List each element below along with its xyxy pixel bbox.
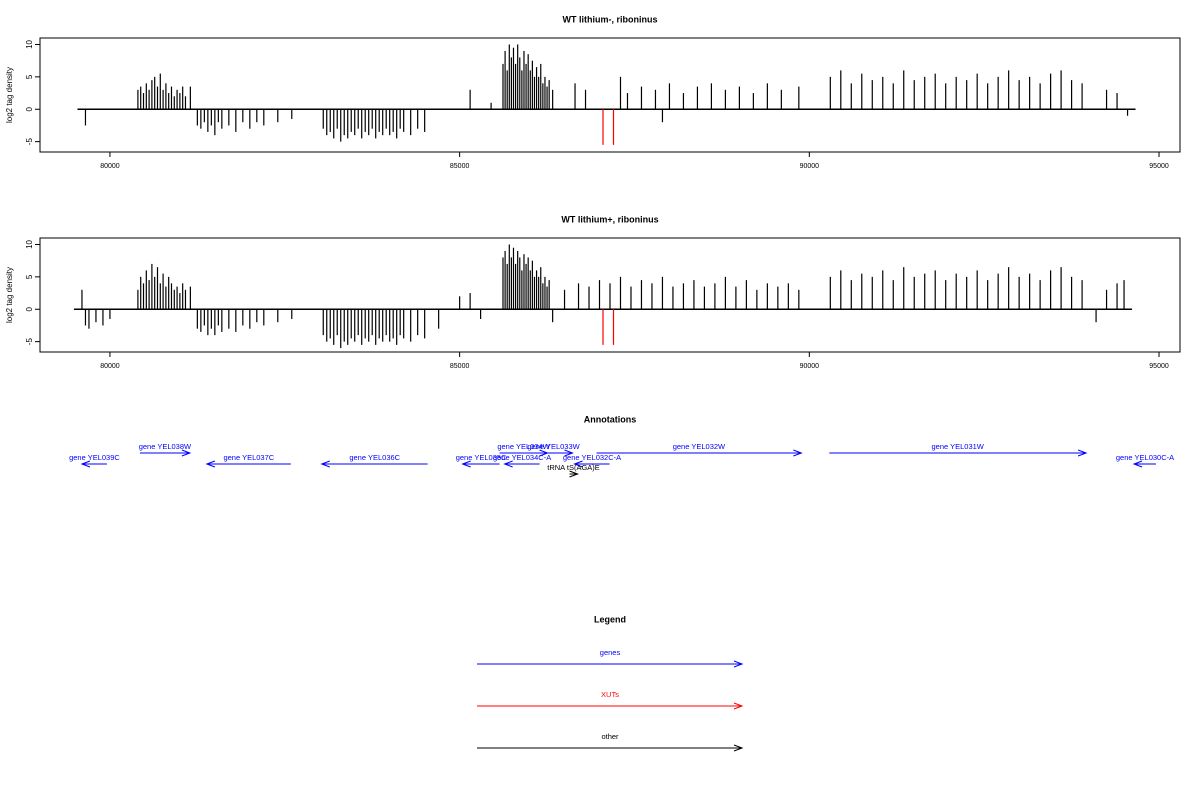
annotation-label: gene YEL037C bbox=[223, 453, 274, 462]
annotation-label: gene YEL033W bbox=[527, 442, 580, 451]
y-axis-label: log2 tag density bbox=[5, 267, 14, 323]
x-tick-label: 85000 bbox=[450, 363, 470, 370]
annotation-label: gene YEL038W bbox=[139, 442, 192, 451]
x-tick-label: 90000 bbox=[800, 363, 820, 370]
y-tick-label: 5 bbox=[25, 274, 34, 279]
y-tick-label: 10 bbox=[25, 239, 34, 248]
legend-label: genes bbox=[600, 648, 621, 657]
x-tick-label: 85000 bbox=[450, 163, 470, 170]
annotation-label: gene YEL034W bbox=[497, 442, 550, 451]
arrow-head bbox=[1132, 460, 1143, 468]
arrow-head bbox=[205, 460, 216, 468]
annotation-label: gene YEL035C bbox=[456, 453, 507, 462]
annotation-label: gene YEL034C-A bbox=[493, 453, 551, 462]
legend-label: XUTs bbox=[601, 690, 619, 699]
x-tick-label: 95000 bbox=[1149, 363, 1169, 370]
y-tick-label: 0 bbox=[25, 106, 34, 111]
x-tick-label: 95000 bbox=[1149, 163, 1169, 170]
arrow-head bbox=[503, 460, 513, 468]
y-tick-label: 5 bbox=[25, 74, 34, 79]
plot-frame bbox=[39, 237, 1181, 353]
legend-label: other bbox=[601, 732, 619, 741]
annotation-label: gene YEL031W bbox=[931, 442, 984, 451]
y-axis-label: log2 tag density bbox=[5, 67, 14, 123]
annotations-title: Annotations bbox=[584, 414, 637, 424]
arrow-head bbox=[569, 470, 579, 478]
y-tick-label: -5 bbox=[25, 338, 34, 346]
arrow-head bbox=[181, 449, 192, 457]
arrow-head bbox=[573, 460, 583, 468]
x-tick-label: 80000 bbox=[100, 163, 120, 170]
annotation-label: tRNA tS(AGA)E bbox=[547, 463, 600, 472]
annotation-label: gene YEL039C bbox=[69, 453, 120, 462]
x-tick-label: 80000 bbox=[100, 363, 120, 370]
legend-arrow-head bbox=[733, 660, 744, 668]
arrow-head bbox=[564, 449, 574, 457]
annotation-label: gene YEL036C bbox=[349, 453, 400, 462]
arrow-head bbox=[320, 460, 330, 468]
x-tick-label: 90000 bbox=[800, 163, 820, 170]
legend-arrow-head bbox=[733, 702, 744, 710]
y-tick-label: -5 bbox=[25, 138, 34, 146]
y-tick-label: 0 bbox=[25, 306, 34, 311]
arrow-head bbox=[80, 460, 91, 468]
arrow-head bbox=[1077, 449, 1088, 457]
legend-arrow-head bbox=[733, 744, 744, 752]
legend-title: Legend bbox=[594, 614, 626, 624]
arrow-head bbox=[793, 449, 803, 457]
plot-frame bbox=[39, 37, 1181, 153]
annotation-label: gene YEL032W bbox=[673, 442, 726, 451]
chart-title: WT lithium-, riboninus bbox=[563, 14, 658, 24]
arrow-head bbox=[461, 460, 471, 468]
y-tick-label: 10 bbox=[25, 39, 34, 48]
annotation-label: gene YEL032C-A bbox=[563, 453, 621, 462]
annotation-label: gene YEL030C-A bbox=[1116, 453, 1174, 462]
chart-title: WT lithium+, riboninus bbox=[561, 214, 658, 224]
